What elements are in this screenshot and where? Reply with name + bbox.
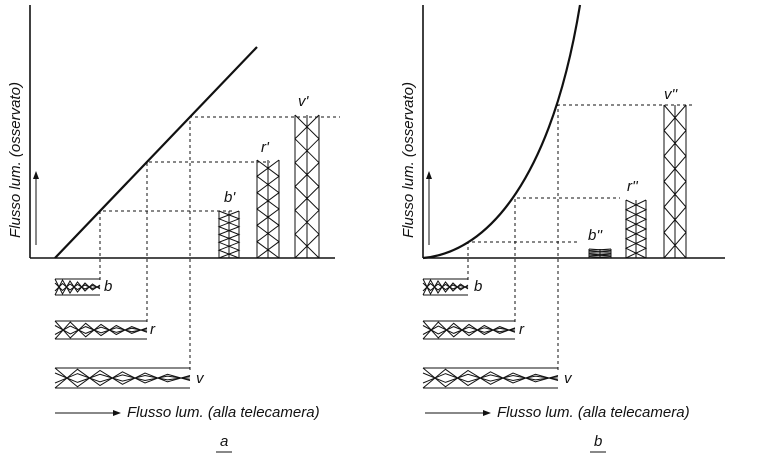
output-wave xyxy=(624,199,648,259)
input-wave xyxy=(422,373,559,384)
input-wave xyxy=(422,282,469,292)
output-wave xyxy=(663,104,687,259)
input-wave xyxy=(422,367,559,388)
input-wave xyxy=(54,367,191,388)
x-label: Flusso lum. (alla telecamera) xyxy=(127,404,320,421)
output-wave xyxy=(217,210,241,259)
output-wave xyxy=(588,248,612,259)
input-wave xyxy=(422,321,516,340)
input-wave xyxy=(423,320,515,340)
output-label: b' xyxy=(224,189,236,206)
input-wave xyxy=(54,372,191,383)
input-label: v xyxy=(564,370,573,387)
input-wave xyxy=(54,325,148,335)
input-label: r xyxy=(519,321,525,338)
panel-b: Flusso lum. (osservato) Flusso lum. (all… xyxy=(400,4,725,453)
input-wave xyxy=(422,325,516,335)
input-wave xyxy=(55,320,147,340)
caption: b xyxy=(594,433,602,450)
output-label: v' xyxy=(298,93,310,110)
x-label: Flusso lum. (alla telecamera) xyxy=(497,404,690,421)
y-label: Flusso lum. (osservato) xyxy=(400,82,417,238)
guide-lines xyxy=(467,104,695,370)
output-wave xyxy=(588,248,612,259)
y-label: Flusso lum. (osservato) xyxy=(7,82,24,238)
input-wave xyxy=(55,278,100,296)
input-wave xyxy=(422,372,559,383)
output-wave xyxy=(663,104,687,259)
output-wave xyxy=(256,159,280,259)
input-label: b xyxy=(474,278,482,295)
input-wave xyxy=(55,367,190,389)
input-wave xyxy=(422,325,516,335)
input-wave xyxy=(54,282,101,292)
response-curve xyxy=(422,4,582,260)
output-wave xyxy=(294,114,320,259)
input-wave xyxy=(423,367,558,389)
input-wave xyxy=(54,278,101,296)
output-label: r'' xyxy=(627,178,639,195)
input-wave xyxy=(54,368,191,389)
response-line xyxy=(54,46,258,259)
input-wave xyxy=(54,320,148,339)
output-wave xyxy=(256,159,280,259)
input-wave xyxy=(422,278,469,296)
input-wave xyxy=(54,373,191,384)
input-wave xyxy=(422,320,516,339)
input-wave xyxy=(422,368,559,389)
input-wave xyxy=(54,278,101,296)
output-label: v'' xyxy=(664,86,678,103)
input-label: v xyxy=(196,370,205,387)
output-label: r' xyxy=(261,139,270,156)
panel-a: Flusso lum. (osservato) Flusso lum. (all… xyxy=(7,5,340,453)
input-wave xyxy=(54,282,101,292)
input-label: r xyxy=(150,321,156,338)
output-wave xyxy=(624,199,648,259)
input-wave xyxy=(54,325,148,335)
guide-lines xyxy=(99,116,340,370)
input-wave xyxy=(54,321,148,340)
caption: a xyxy=(220,433,228,450)
input-label: b xyxy=(104,278,112,295)
output-wave xyxy=(294,114,320,259)
input-wave xyxy=(422,282,469,292)
input-wave xyxy=(423,278,468,296)
output-label: b'' xyxy=(588,227,603,244)
input-wave xyxy=(422,278,469,296)
output-wave xyxy=(217,210,241,259)
